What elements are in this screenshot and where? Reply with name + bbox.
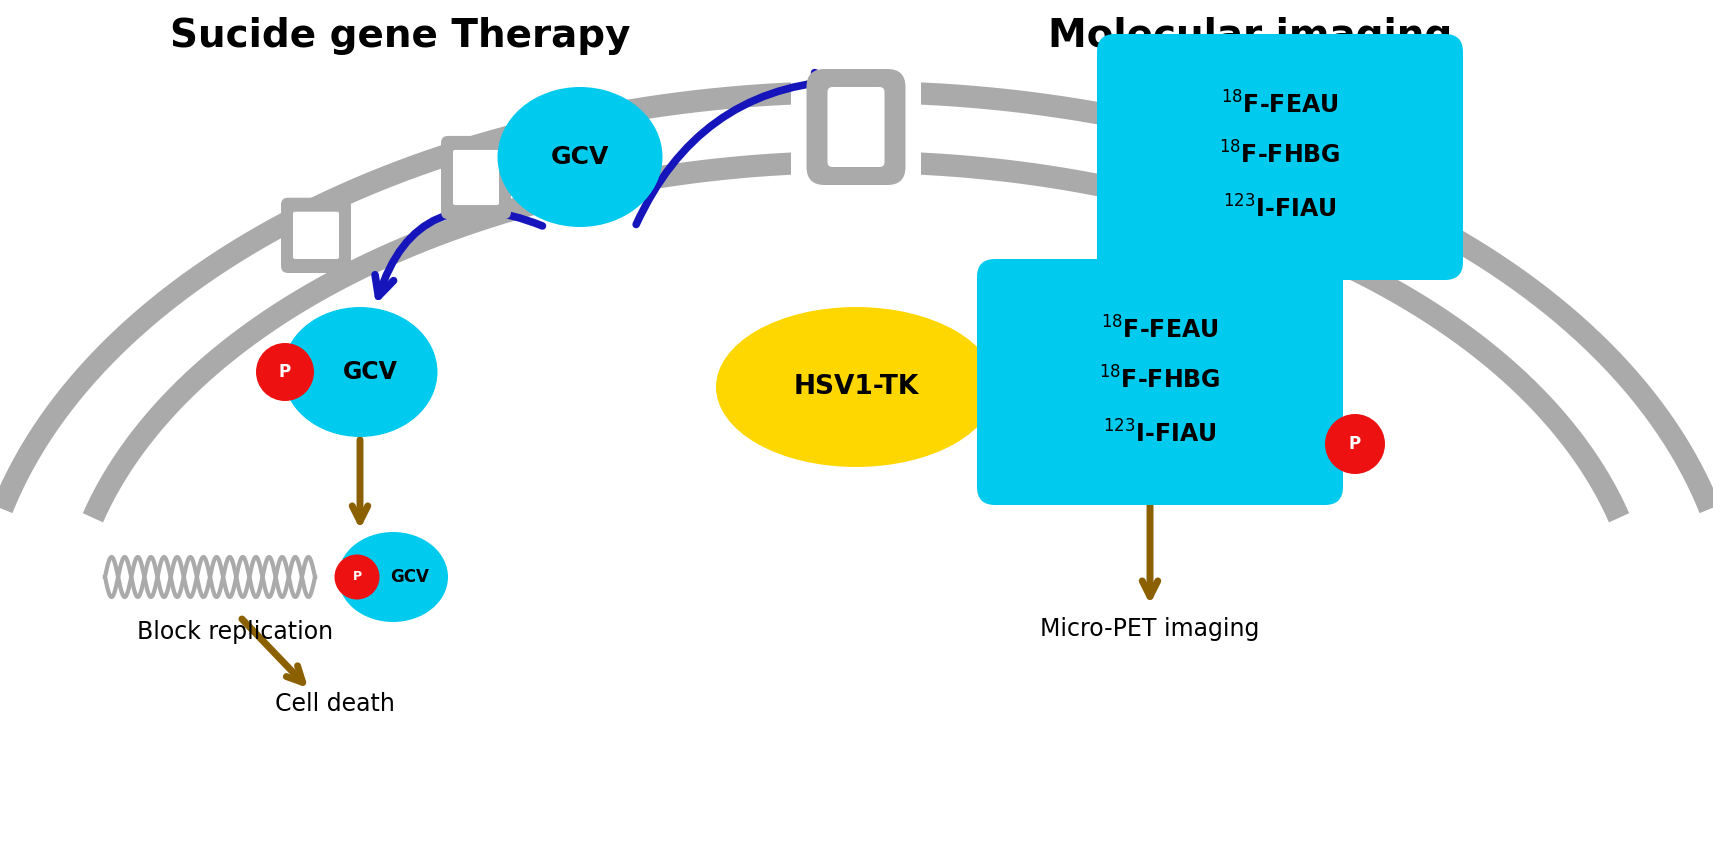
Text: Micro-PET imaging: Micro-PET imaging [1040,617,1259,641]
FancyBboxPatch shape [791,72,922,182]
Text: P: P [1348,435,1362,453]
FancyBboxPatch shape [1213,150,1259,205]
Text: $^{18}$F-FEAU: $^{18}$F-FEAU [1101,317,1218,344]
FancyBboxPatch shape [1374,211,1418,259]
Ellipse shape [716,307,995,467]
Text: GCV: GCV [552,145,610,169]
Ellipse shape [337,532,449,622]
Text: GCV: GCV [343,360,397,384]
FancyBboxPatch shape [440,136,510,219]
Ellipse shape [283,307,437,437]
FancyBboxPatch shape [452,150,498,205]
Text: Block replication: Block replication [137,620,332,644]
Ellipse shape [1324,414,1386,474]
Text: $^{123}$I-FIAU: $^{123}$I-FIAU [1223,195,1336,222]
FancyBboxPatch shape [1096,34,1463,280]
Text: Molecular imaging: Molecular imaging [1048,17,1453,55]
Text: $^{18}$F-FHBG: $^{18}$F-FHBG [1220,141,1341,168]
FancyBboxPatch shape [281,198,351,273]
FancyBboxPatch shape [1362,198,1430,273]
Ellipse shape [255,343,313,401]
Text: $^{18}$F-FHBG: $^{18}$F-FHBG [1100,366,1221,393]
Text: Cell death: Cell death [276,692,396,716]
Text: Sucide gene Therapy: Sucide gene Therapy [170,17,630,55]
FancyBboxPatch shape [1206,141,1266,214]
Text: $^{18}$F-FEAU: $^{18}$F-FEAU [1221,92,1340,119]
FancyBboxPatch shape [807,69,906,185]
Ellipse shape [334,555,380,600]
FancyBboxPatch shape [445,141,505,214]
FancyBboxPatch shape [976,259,1343,505]
FancyBboxPatch shape [1201,136,1271,219]
Text: GCV: GCV [391,568,430,586]
FancyBboxPatch shape [1365,203,1425,268]
FancyBboxPatch shape [293,211,339,259]
Text: P: P [279,363,291,381]
FancyBboxPatch shape [286,203,346,268]
Text: $^{123}$I-FIAU: $^{123}$I-FIAU [1103,420,1216,448]
FancyBboxPatch shape [827,87,884,167]
Text: P: P [353,571,361,584]
Ellipse shape [497,87,663,227]
Text: HSV1-TK: HSV1-TK [793,374,918,400]
